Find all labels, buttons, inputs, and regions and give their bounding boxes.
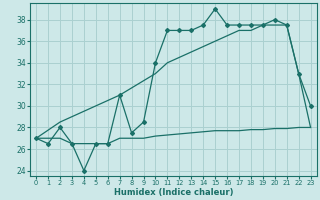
X-axis label: Humidex (Indice chaleur): Humidex (Indice chaleur) <box>114 188 233 197</box>
